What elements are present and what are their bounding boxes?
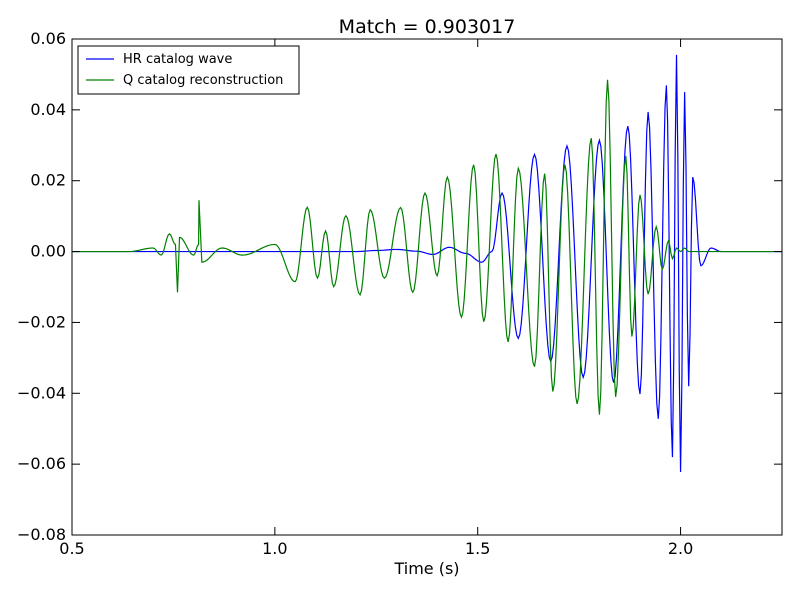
x-axis-label: Time (s) [393,559,459,578]
y-tick-label: 0.04 [30,100,66,119]
y-tick-label: 0.02 [30,171,66,190]
data-layer [72,54,782,472]
y-tick-label: −0.02 [17,312,66,331]
series-line-1 [72,79,782,415]
x-tick-label: 2.0 [668,539,693,558]
legend-box [77,45,300,95]
y-tick-label: −0.06 [17,454,66,473]
legend-label-q: Q catalog reconstruction [123,73,283,88]
series-line-0 [72,54,782,472]
y-tick-label: 0.00 [30,242,66,261]
x-tick-label: 1.5 [465,539,490,558]
ticks-layer: 0.5 1.0 1.5 2.0 0.06 0.04 0.02 0.00 −0.02 −0.04 −0… [17,29,782,558]
legend-label-hr: HR catalog wave [123,52,232,67]
x-tick-label: 0.5 [59,539,84,558]
legend: HR catalog wave Q catalog reconstruction [77,45,300,95]
y-tick-label: −0.04 [17,383,66,402]
chart-title: Match = 0.903017 [339,16,516,38]
y-tick-label: −0.08 [17,525,66,544]
x-tick-label: 1.0 [262,539,287,558]
chart-title-group: Match = 0.903017 [339,16,516,38]
plot-frame [71,38,783,536]
y-tick-label: 0.06 [30,29,66,48]
